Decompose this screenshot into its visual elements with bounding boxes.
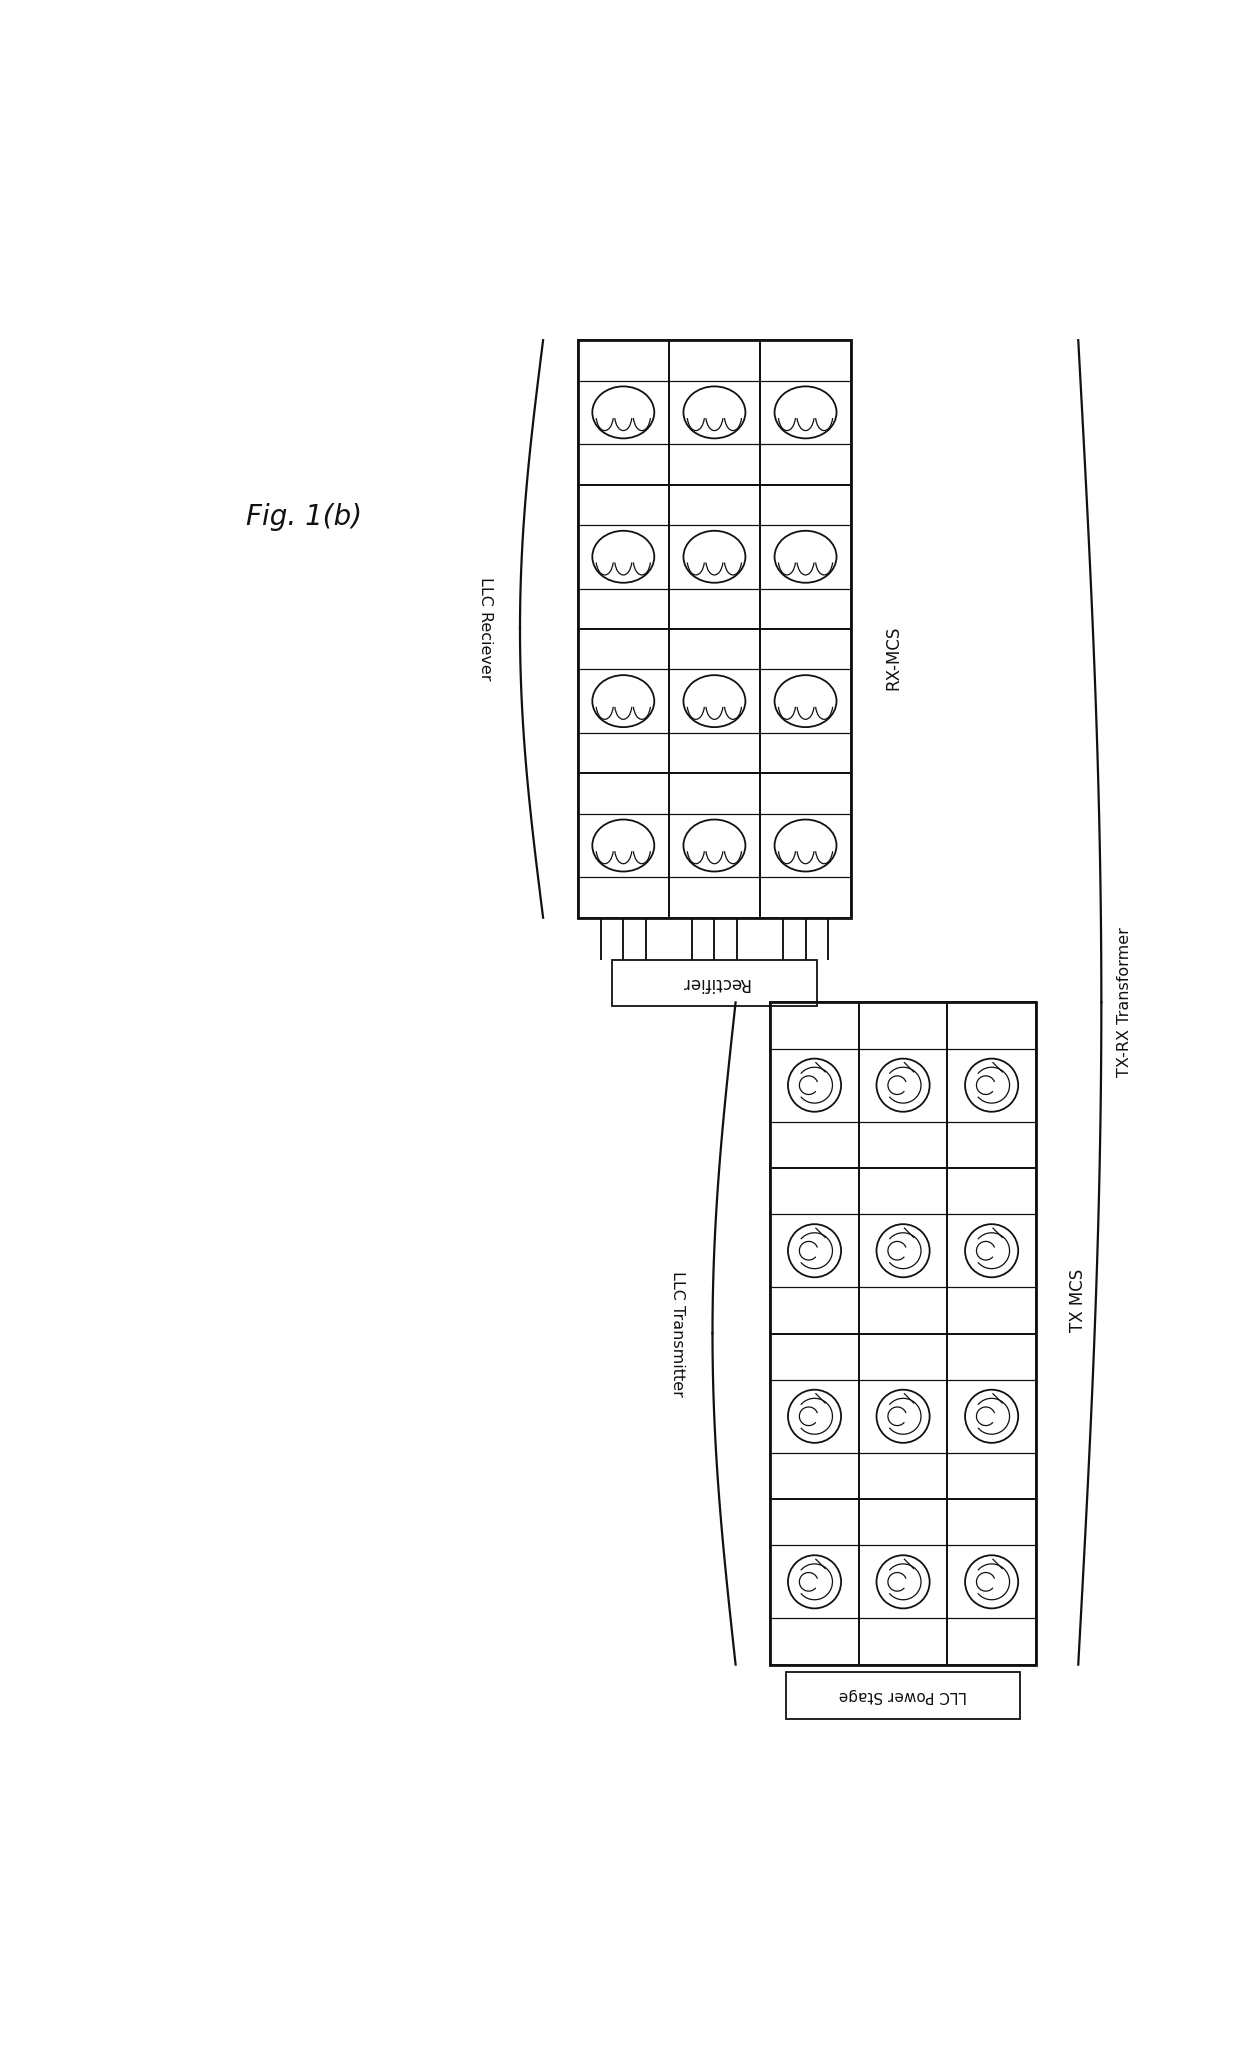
- Bar: [668, 772, 760, 917]
- Text: Rectifier: Rectifier: [680, 975, 749, 991]
- Bar: [760, 772, 851, 917]
- Text: LLC Transmitter: LLC Transmitter: [671, 1270, 686, 1396]
- Bar: [786, 1673, 1021, 1718]
- Bar: [578, 485, 668, 630]
- Bar: [578, 341, 668, 485]
- Text: TX MCS: TX MCS: [1069, 1268, 1087, 1332]
- Text: TX-RX Transformer: TX-RX Transformer: [1117, 927, 1132, 1078]
- Bar: [770, 1002, 859, 1169]
- Bar: [947, 1499, 1035, 1664]
- Text: LLC Power Stage: LLC Power Stage: [839, 1687, 967, 1704]
- Bar: [947, 1002, 1035, 1169]
- Bar: [770, 1499, 859, 1664]
- Bar: [859, 1334, 947, 1499]
- Text: RX-MCS: RX-MCS: [884, 626, 903, 690]
- Bar: [947, 1169, 1035, 1334]
- Text: Fig. 1(b): Fig. 1(b): [247, 504, 362, 531]
- Bar: [668, 485, 760, 630]
- Bar: [578, 772, 668, 917]
- Bar: [770, 1169, 859, 1334]
- Bar: [770, 1002, 1035, 1664]
- Bar: [770, 1334, 859, 1499]
- Bar: [760, 485, 851, 630]
- Bar: [760, 630, 851, 772]
- Bar: [578, 341, 851, 917]
- Bar: [668, 341, 760, 485]
- Bar: [760, 341, 851, 485]
- Text: LLC Reciever: LLC Reciever: [477, 578, 492, 681]
- Bar: [611, 960, 817, 1006]
- Bar: [947, 1334, 1035, 1499]
- Bar: [668, 630, 760, 772]
- Bar: [859, 1499, 947, 1664]
- Bar: [578, 630, 668, 772]
- Bar: [859, 1169, 947, 1334]
- Bar: [859, 1002, 947, 1169]
